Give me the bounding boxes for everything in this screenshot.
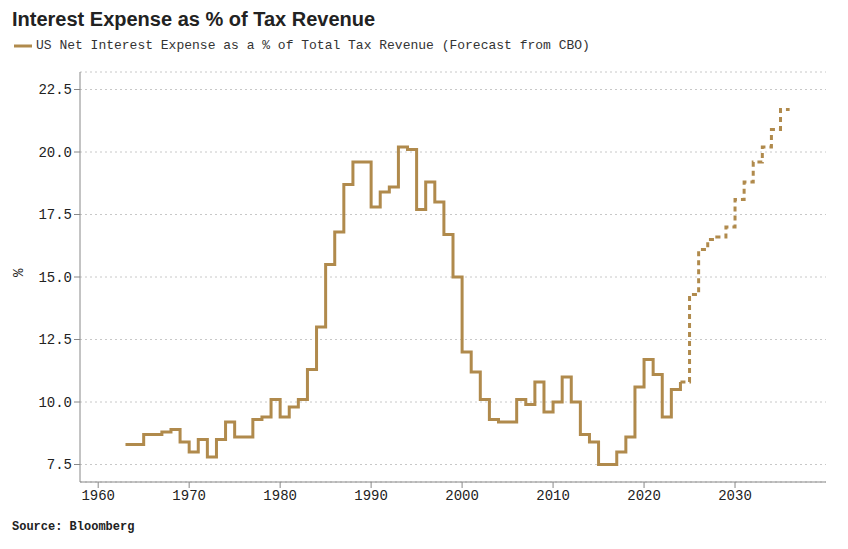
html-text:Source: Bloomberg: Source: Bloomberg <box>12 520 135 534</box>
svg-text:7.5: 7.5 <box>47 457 72 473</box>
svg-text:15.0: 15.0 <box>38 270 72 286</box>
svg-text:%: % <box>11 268 27 277</box>
svg-text:22.5: 22.5 <box>38 82 72 98</box>
svg-text:1970: 1970 <box>172 488 206 504</box>
svg-text:2030: 2030 <box>718 488 752 504</box>
svg-text:1960: 1960 <box>81 488 115 504</box>
svg-text:2000: 2000 <box>445 488 479 504</box>
svg-text:12.5: 12.5 <box>38 332 72 348</box>
svg-text:1980: 1980 <box>263 488 297 504</box>
svg-text:2010: 2010 <box>536 488 570 504</box>
svg-text:20.0: 20.0 <box>38 145 72 161</box>
html-text:Interest Expense as % of Tax R: Interest Expense as % of Tax Revenue <box>12 8 376 30</box>
svg-text:1990: 1990 <box>354 488 388 504</box>
html-text:US Net Interest Expense as a %: US Net Interest Expense as a % of Total … <box>36 38 590 53</box>
svg-text:17.5: 17.5 <box>38 207 72 223</box>
svg-text:2020: 2020 <box>627 488 661 504</box>
svg-text:10.0: 10.0 <box>38 395 72 411</box>
